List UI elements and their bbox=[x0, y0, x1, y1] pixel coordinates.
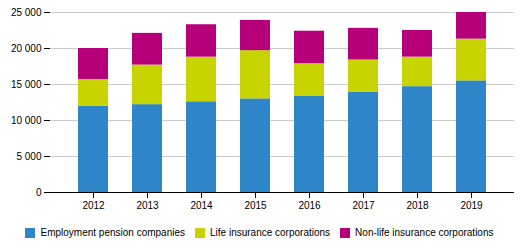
svg-text:5 000: 5 000 bbox=[16, 151, 41, 162]
svg-text:2012: 2012 bbox=[82, 200, 105, 211]
svg-text:10 000: 10 000 bbox=[11, 115, 42, 126]
svg-text:25 000: 25 000 bbox=[11, 7, 42, 18]
svg-text:0: 0 bbox=[36, 187, 42, 198]
svg-text:2015: 2015 bbox=[244, 200, 267, 211]
svg-text:20 000: 20 000 bbox=[11, 43, 42, 54]
svg-text:2016: 2016 bbox=[298, 200, 321, 211]
svg-text:2014: 2014 bbox=[190, 200, 213, 211]
svg-text:2013: 2013 bbox=[136, 200, 159, 211]
svg-text:2017: 2017 bbox=[352, 200, 375, 211]
html-text:Non-life insurance corporation: Non-life insurance corporations bbox=[355, 227, 494, 238]
svg-text:15 000: 15 000 bbox=[11, 79, 42, 90]
svg-text:2019: 2019 bbox=[460, 200, 483, 211]
html-text:Employment pension companies: Employment pension companies bbox=[40, 227, 185, 238]
html-text:Life insurance corporations: Life insurance corporations bbox=[210, 227, 331, 238]
svg-text:2018: 2018 bbox=[406, 200, 429, 211]
